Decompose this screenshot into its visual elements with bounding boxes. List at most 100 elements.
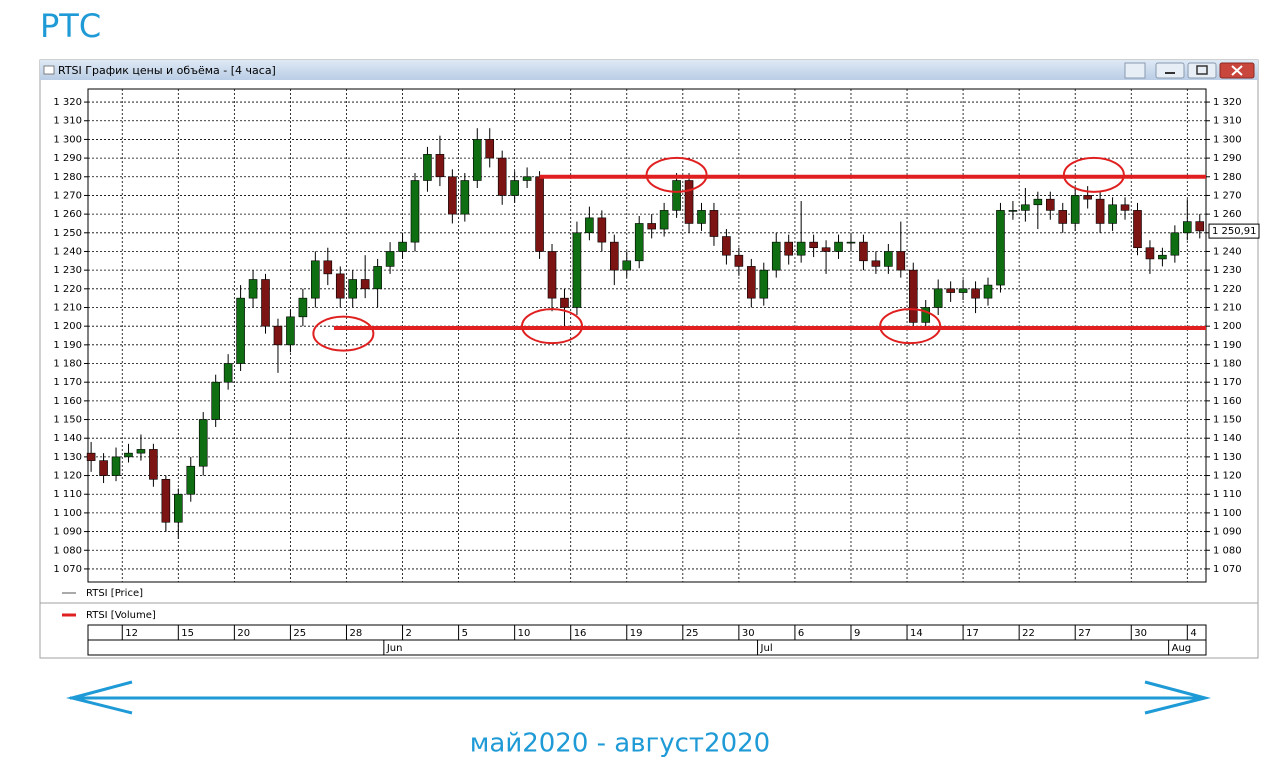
x-tick-label: 30 [742,628,755,639]
y-tick-label: 1 120 [53,471,82,482]
candle-body [921,307,931,323]
last-price-label: 1 250,91 [1212,226,1257,237]
candle-body [958,288,968,293]
x-tick-label: 14 [910,628,923,639]
highlight-ellipse [645,156,708,193]
candle-body [884,251,893,267]
window-title: RTSI График цены и объёма - [4 часа] [58,64,276,77]
y2-tick-label: 1 070 [1213,564,1242,575]
x-tick-label: 6 [798,628,804,639]
candle-body [933,288,943,308]
candle-body [1120,204,1130,211]
minimize-button[interactable] [1155,62,1185,79]
candle-body [99,460,108,476]
candle-body [871,260,881,267]
y2-tick-label: 1 290 [1213,153,1242,164]
candle-body [859,241,868,262]
y2-tick-label: 1 180 [1213,359,1242,370]
candle-body [809,241,818,249]
maximize-button[interactable] [1187,62,1217,79]
highlight-ellipse [521,308,584,345]
y-tick-label: 1 240 [53,246,82,257]
x-tick-label: 22 [1022,628,1035,639]
candle-body [223,363,233,383]
y-tick-label: 1 140 [53,433,82,444]
highlight-ellipse [879,308,942,345]
x-tick-label: 25 [686,628,699,639]
candle-body [634,223,644,262]
candle-body [996,210,1005,286]
y-tick-label: 1 300 [53,134,82,145]
x-tick-label: 9 [854,628,860,639]
y-tick-label: 1 280 [53,172,82,183]
candle-body [435,154,445,178]
candle-body [1195,221,1205,232]
y2-tick-label: 1 240 [1213,246,1242,257]
y2-tick-label: 1 150 [1213,415,1242,426]
y2-tick-label: 1 160 [1213,396,1242,407]
window-icon [43,65,55,75]
x-tick-label: 12 [125,628,138,639]
candle-body [335,273,345,299]
x-tick-label: 28 [349,628,362,639]
candle-body [360,279,370,290]
y-tick-label: 1 220 [53,284,82,295]
y2-tick-label: 1 280 [1213,172,1242,183]
y2-tick-label: 1 120 [1213,471,1242,482]
y-tick-label: 1 190 [53,340,82,351]
candle-body [373,266,382,290]
candle-body [410,180,420,243]
candle-body [174,493,183,523]
y2-tick-label: 1 100 [1213,508,1242,519]
candle-body [560,297,569,308]
x-tick-label: 10 [518,628,531,639]
y2-tick-label: 1 300 [1213,134,1242,145]
y-tick-label: 1 090 [53,527,82,538]
candle-body [709,210,719,237]
candle-body [298,297,308,318]
candle-body [585,217,594,234]
candle-body [510,180,519,196]
candle-body [796,241,806,256]
candle-body [971,288,980,299]
candle-body [398,241,407,252]
candle-body [784,241,793,256]
candle-body [547,251,557,299]
candle-body [1008,210,1018,212]
candle-body [622,260,632,271]
legend-label: RTSI [Volume] [86,610,156,621]
candle-body [485,139,495,159]
y2-tick-label: 1 170 [1213,377,1242,388]
x-tick-label: 2 [406,628,412,639]
x-tick-label: 20 [237,628,250,639]
y-tick-label: 1 230 [53,265,82,276]
y2-tick-label: 1 210 [1213,302,1242,313]
period-label: май2020 - август2020 [470,729,770,759]
close-icon [1231,65,1243,76]
candle-body [111,456,121,476]
candle-body [821,247,831,252]
x-tick-label: 17 [966,628,979,639]
candle-body [1083,195,1092,200]
candle-body [423,154,432,181]
legend-label: RTSI [Price] [86,588,143,599]
candle-body [149,449,158,480]
candle-body [211,381,220,420]
y-tick-label: 1 260 [53,209,82,220]
candle-body [124,452,133,458]
y-tick-label: 1 080 [53,545,82,556]
candle-body [497,157,507,196]
y-tick-label: 1 180 [53,359,82,370]
candle-body [1045,198,1055,211]
candle-body [1070,195,1080,224]
month-tick-label: Jun [386,643,403,654]
y2-tick-label: 1 320 [1213,97,1242,108]
y-tick-label: 1 250 [53,228,82,239]
x-tick-label: 25 [293,628,306,639]
candle-body [460,180,470,215]
pin-button[interactable] [1124,62,1146,79]
candle-body [198,419,208,467]
candle-body [1183,221,1192,234]
candle-body [323,260,333,275]
candle-body [834,241,843,252]
